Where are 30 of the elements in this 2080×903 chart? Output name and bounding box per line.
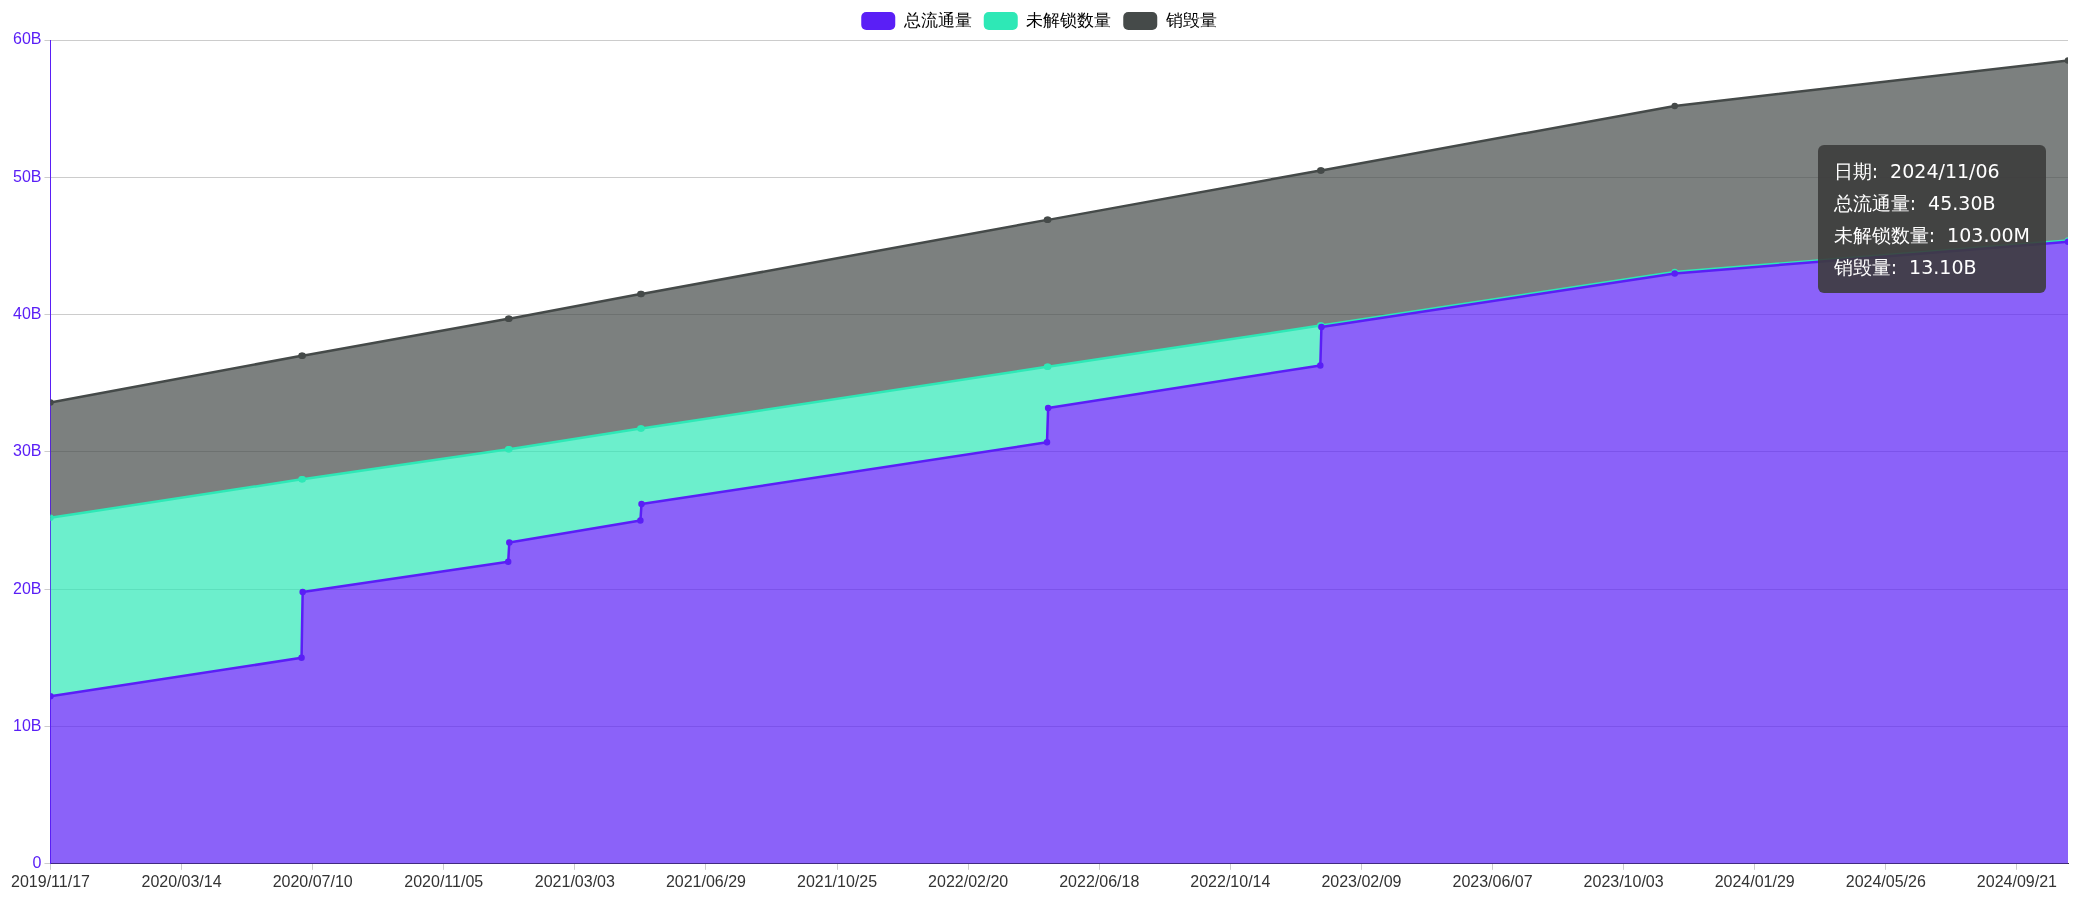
x-tick-label: 2022/02/20 bbox=[928, 872, 1009, 890]
x-tick-label: 2020/11/05 bbox=[404, 872, 484, 890]
y-tick-label: 30B bbox=[13, 442, 42, 460]
y-tick-label: 20B bbox=[13, 579, 42, 597]
x-tick-label: 2019/11/17 bbox=[11, 872, 91, 890]
legend-label: 销毁量 bbox=[1164, 10, 1217, 30]
x-tick-label: 2022/06/18 bbox=[1059, 872, 1140, 890]
x-tick-label: 2021/06/29 bbox=[665, 872, 747, 890]
x-tick-label: 2024/09/21 bbox=[1976, 872, 2058, 890]
annotation: 总流通量: 45.30B bbox=[1833, 191, 1997, 216]
x-tick-label: 2020/07/10 bbox=[272, 872, 353, 890]
x-tick-label: 2023/06/07 bbox=[1452, 872, 1533, 890]
y-tick-label: 50B bbox=[13, 167, 42, 185]
x-tick-label: 2024/05/26 bbox=[1845, 872, 1926, 890]
y-tick-label: 10B bbox=[13, 716, 42, 734]
legend-label: 总流通量 bbox=[902, 10, 972, 30]
y-tick-label: 0 bbox=[32, 854, 42, 872]
annotation: 日期: 2024/11/06 bbox=[1833, 159, 2001, 184]
x-tick-label: 2021/03/03 bbox=[534, 872, 615, 890]
x-tick-label: 2022/10/14 bbox=[1190, 872, 1271, 890]
x-tick-label: 2021/10/25 bbox=[797, 872, 878, 890]
legend-label: 未解锁数量 bbox=[1026, 10, 1112, 30]
x-tick-label: 2020/03/14 bbox=[141, 872, 222, 890]
annotation: 销毁量: 13.10B bbox=[1833, 255, 1978, 280]
x-tick-label: 2023/02/09 bbox=[1321, 872, 1402, 890]
annotation: 未解锁数量: 103.00M bbox=[1833, 223, 2030, 248]
x-tick-label: 2024/01/29 bbox=[1714, 872, 1795, 890]
y-tick-label: 40B bbox=[13, 305, 42, 323]
x-tick-label: 2023/10/03 bbox=[1583, 872, 1664, 890]
y-tick-label: 60B bbox=[13, 30, 42, 48]
